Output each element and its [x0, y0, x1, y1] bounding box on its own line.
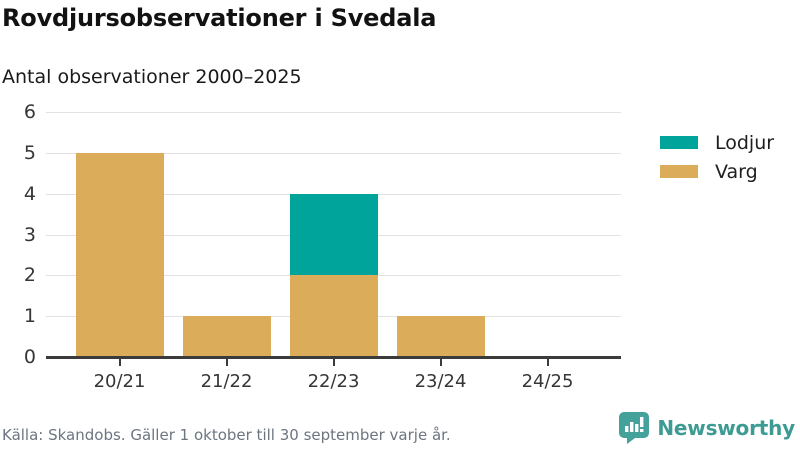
legend-swatch-varg	[660, 165, 698, 178]
y-axis-tick-label: 4	[23, 182, 36, 205]
chart-subtitle: Antal observationer 2000–2025	[2, 66, 302, 88]
y-axis-tick-label: 0	[23, 346, 36, 368]
brand-name: Newsworthy	[657, 416, 795, 440]
legend-item-varg: Varg	[660, 157, 774, 186]
y-axis-tick-label: 2	[23, 264, 36, 287]
x-axis-tick	[118, 359, 121, 366]
y-axis-tick-label: 3	[23, 223, 36, 246]
y-gridline	[46, 112, 621, 113]
y-gridline	[46, 152, 621, 154]
x-axis-category-label: 24/25	[521, 371, 574, 392]
bar-segment-varg-23-24	[396, 316, 485, 357]
x-axis-category-label: 21/22	[200, 371, 253, 392]
x-axis-category-label: 23/24	[414, 371, 467, 392]
x-axis-tick	[546, 359, 549, 366]
newsworthy-logo: Newsworthy	[619, 412, 795, 444]
bar-segment-lodjur-22-23	[289, 193, 378, 276]
legend-item-lodjur: Lodjur	[660, 128, 774, 157]
legend-label: Lodjur	[715, 131, 775, 154]
bar-segment-varg-20-21	[75, 152, 164, 357]
bar-segment-varg-22-23	[289, 275, 378, 357]
y-axis-tick-label: 1	[23, 305, 36, 328]
x-axis-tick	[332, 359, 335, 366]
y-axis-tick-label: 5	[23, 141, 36, 164]
legend-swatch-lodjur	[660, 136, 698, 149]
legend-label: Varg	[715, 160, 758, 183]
chart-legend: Lodjur Varg	[660, 128, 774, 186]
x-axis-tick	[439, 359, 442, 366]
page-title: Rovdjursobservationer i Svedala	[2, 4, 437, 32]
x-axis-category-label: 20/21	[93, 371, 146, 392]
x-axis-category-label: 22/23	[307, 371, 360, 392]
y-axis-tick-label: 6	[23, 101, 36, 123]
bar-segment-varg-21-22	[182, 316, 271, 357]
source-note: Källa: Skandobs. Gäller 1 oktober till 3…	[2, 426, 451, 444]
newsworthy-speech-bubble-barchart-icon	[619, 412, 650, 444]
x-axis-line	[46, 356, 621, 359]
x-axis-tick	[225, 359, 228, 366]
